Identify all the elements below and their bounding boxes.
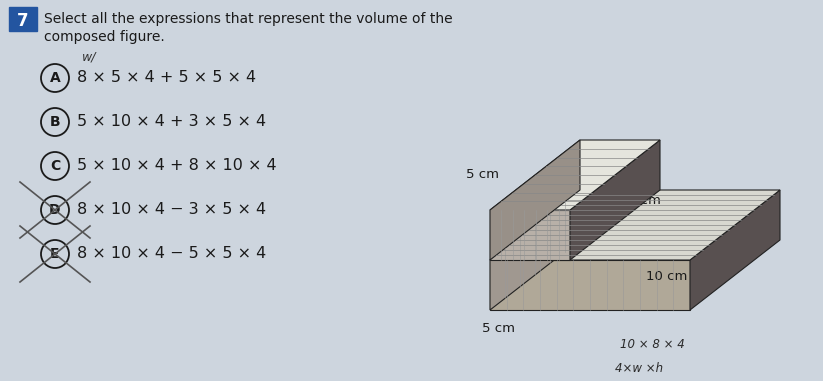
- Text: 5 cm: 5 cm: [466, 168, 499, 181]
- Polygon shape: [690, 190, 780, 310]
- Polygon shape: [570, 140, 660, 260]
- Text: 5 cm: 5 cm: [482, 322, 515, 335]
- Text: B: B: [49, 115, 60, 129]
- FancyBboxPatch shape: [9, 7, 37, 31]
- Text: 8 × 5 × 4 + 5 × 5 × 4: 8 × 5 × 4 + 5 × 5 × 4: [77, 70, 256, 85]
- Polygon shape: [490, 190, 580, 310]
- Polygon shape: [490, 210, 570, 260]
- Text: 5 × 10 × 4 + 8 × 10 × 4: 5 × 10 × 4 + 8 × 10 × 4: [77, 158, 277, 173]
- Text: 10 cm: 10 cm: [646, 269, 688, 282]
- Text: A: A: [49, 71, 60, 85]
- Text: composed figure.: composed figure.: [44, 30, 165, 44]
- Polygon shape: [490, 140, 580, 260]
- Text: 8 × 10 × 4 − 5 × 5 × 4: 8 × 10 × 4 − 5 × 5 × 4: [77, 247, 267, 261]
- Text: D: D: [49, 203, 61, 217]
- Polygon shape: [490, 140, 660, 210]
- Text: 8 cm: 8 cm: [593, 154, 626, 167]
- Text: 4 cm: 4 cm: [628, 194, 661, 207]
- Polygon shape: [490, 260, 690, 310]
- Text: 4×w ×h: 4×w ×h: [615, 362, 663, 375]
- Text: 10 × 8 × 4: 10 × 8 × 4: [620, 338, 685, 352]
- Text: 5 × 10 × 4 + 3 × 5 × 4: 5 × 10 × 4 + 3 × 5 × 4: [77, 115, 266, 130]
- Text: Select all the expressions that represent the volume of the: Select all the expressions that represen…: [44, 12, 453, 26]
- Polygon shape: [490, 190, 780, 260]
- Text: C: C: [50, 159, 60, 173]
- Text: 7: 7: [17, 12, 29, 30]
- Text: E: E: [50, 247, 60, 261]
- Text: 8 × 10 × 4 − 3 × 5 × 4: 8 × 10 × 4 − 3 × 5 × 4: [77, 202, 266, 218]
- Text: w/: w/: [82, 51, 96, 64]
